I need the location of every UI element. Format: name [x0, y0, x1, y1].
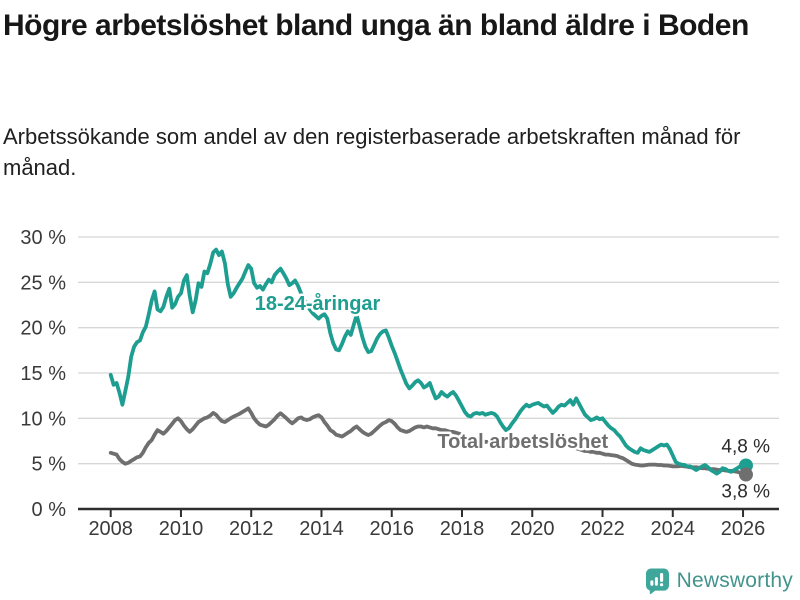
y-tick-label: 25 %: [20, 272, 66, 294]
brand-name: Newsworthy: [676, 569, 793, 592]
end-value-label-total: 3,8 %: [721, 482, 770, 503]
end-value-label-youth: 4,8 %: [721, 436, 770, 457]
series-label-youth: 18-24-åringar: [255, 292, 381, 315]
y-tick-label: 30 %: [20, 227, 66, 249]
end-dot-total: [738, 467, 753, 482]
x-tick-label: 2012: [229, 518, 274, 540]
series-line-youth: [108, 247, 748, 476]
x-tick-label: 2014: [299, 518, 344, 540]
x-tick-label: 2010: [159, 518, 204, 540]
y-tick-label: 0 %: [32, 499, 67, 521]
y-tick-label: 5 %: [32, 454, 67, 476]
y-tick-label: 20 %: [20, 318, 66, 340]
x-tick-label: 2008: [88, 518, 133, 540]
series-line-total: [108, 406, 748, 477]
y-tick-label: 15 %: [20, 363, 66, 385]
page-title: Högre arbetslöshet bland unga än bland ä…: [3, 9, 749, 42]
newsworthy-chart-bubble-icon: [645, 568, 669, 595]
x-tick-label: 2020: [510, 518, 555, 540]
page-subtitle: Arbetssökande som andel av den registerb…: [3, 124, 741, 181]
newsworthy-brand-link[interactable]: Newsworthy: [645, 567, 793, 595]
x-tick-label: 2024: [651, 518, 696, 540]
x-tick-label: 2026: [721, 518, 766, 540]
y-tick-label: 10 %: [20, 408, 66, 430]
x-tick-label: 2018: [440, 518, 485, 540]
x-tick-label: 2022: [580, 518, 625, 540]
x-tick-label: 2016: [369, 518, 414, 540]
series-label-total: Total arbetslöshet: [437, 431, 608, 453]
